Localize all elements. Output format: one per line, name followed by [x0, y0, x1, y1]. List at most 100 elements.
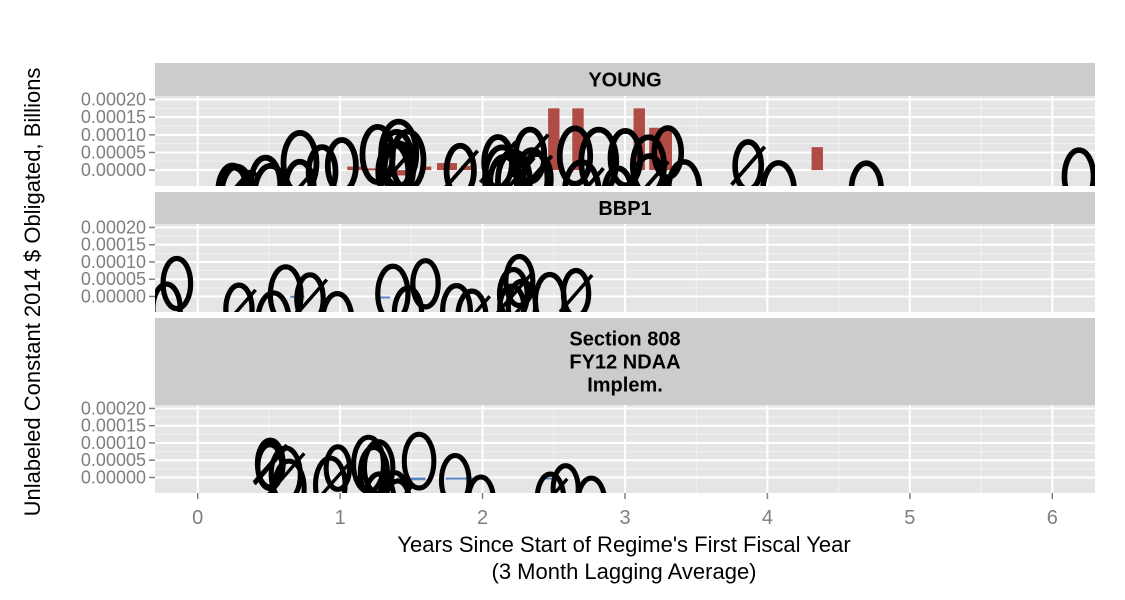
overplot-glyph [324, 137, 359, 186]
overplot-glyph [498, 160, 525, 186]
bar [461, 165, 476, 171]
axes-layer: 0.000000.000050.000100.000150.000200.000… [81, 90, 1058, 529]
overplot-glyph [730, 145, 767, 186]
facet-strip-1 [155, 192, 1095, 224]
overplot-glyph [305, 144, 339, 186]
overplot-cluster-1 [651, 125, 1095, 186]
overplot-glyph [552, 477, 569, 493]
overplot-glyph [644, 160, 670, 186]
overplot-glyph [254, 437, 286, 490]
overplot-glyph [443, 142, 477, 186]
y-tick-label: 0.00010 [81, 125, 146, 145]
overplot-glyph [848, 160, 884, 186]
facet-strip-2 [155, 318, 1095, 405]
overplot-glyph [401, 431, 437, 491]
overplot-glyph [466, 474, 496, 493]
overplot-glyph [239, 171, 255, 186]
bar [811, 147, 823, 171]
bar [361, 168, 376, 171]
y-tick-label: 0.00005 [81, 450, 146, 470]
overplot-glyph [357, 444, 390, 493]
x-tick-label: 5 [904, 507, 915, 529]
x-tick-label: 0 [192, 507, 203, 529]
overplot-glyph [1061, 147, 1095, 186]
overplot-cluster-0 [215, 118, 670, 186]
bar [393, 170, 415, 176]
y-tick-label: 0.00010 [81, 252, 146, 272]
bar [548, 108, 560, 171]
x-axis-title-line1: Years Since Start of Regime's First Fisc… [397, 532, 850, 557]
bar [445, 477, 477, 480]
y-tick-label: 0.00005 [81, 269, 146, 289]
overplot-glyph [155, 281, 183, 312]
overplot-cluster-3 [252, 431, 607, 493]
facet-strip-label: Implem. [587, 375, 663, 397]
facet-strip-label: Section 808 [569, 329, 680, 351]
overplot-glyph [252, 443, 288, 484]
overplot-glyph [223, 282, 255, 312]
y-tick-label: 0.00020 [81, 217, 146, 237]
y-tick-label: 0.00010 [81, 433, 146, 453]
x-tick-label: 1 [335, 507, 346, 529]
overplot-glyph [384, 478, 411, 493]
y-tick-label: 0.00015 [81, 416, 146, 436]
overplot-glyph [585, 167, 605, 186]
overplot-cluster-2 [155, 253, 594, 312]
overplot-glyph [267, 264, 304, 312]
overplot-glyph [455, 288, 489, 312]
overplot-glyph [256, 290, 291, 312]
overplot-glyph [296, 278, 329, 312]
overplot-glyph [375, 263, 411, 312]
overplot-glyph [323, 444, 353, 492]
overplot-glyph [556, 125, 594, 186]
y-tick-label: 0.00000 [81, 467, 146, 487]
bar [540, 477, 553, 480]
overplot-glyph [283, 158, 317, 186]
bar [375, 296, 390, 299]
overplot-glyph [440, 282, 473, 312]
overplot-glyph [576, 475, 607, 493]
x-tick-label: 3 [619, 507, 630, 529]
x-tick-label: 2 [477, 507, 488, 529]
overplot-glyph [558, 273, 594, 312]
facet-strip-label: FY12 NDAA [569, 352, 680, 374]
y-axis-title: Unlabeled Constant 2014 $ Obligated, Bil… [20, 68, 45, 517]
facet-strip-label: YOUNG [588, 70, 661, 92]
overplot-glyph [760, 160, 797, 186]
y-tick-label: 0.00005 [81, 142, 146, 162]
y-tick-label: 0.00015 [81, 107, 146, 127]
y-tick-label: 0.00020 [81, 90, 146, 110]
overplot-glyph [320, 291, 354, 312]
y-tick-label: 0.00015 [81, 235, 146, 255]
overplot-glyph [280, 129, 320, 186]
overplot-glyph [732, 139, 765, 186]
bar [572, 108, 584, 171]
overplot-glyph [410, 258, 441, 310]
facet-strip-label: BBP1 [598, 198, 651, 220]
overplot-glyph [550, 463, 581, 493]
overplot-glyph [506, 156, 536, 186]
overplotted-labels-layer [155, 118, 1095, 493]
y-tick-label: 0.00020 [81, 398, 146, 418]
overplot-glyph [665, 159, 703, 186]
overplot-glyph [503, 253, 536, 309]
overplot-glyph [294, 272, 326, 312]
overplot-glyph [438, 452, 472, 493]
overplot-glyph [631, 153, 668, 186]
overplot-glyph [381, 140, 417, 186]
overplot-glyph [233, 288, 257, 312]
overplot-glyph [362, 471, 396, 493]
y-tick-label: 0.00000 [81, 286, 146, 306]
y-tick-label: 0.00000 [81, 160, 146, 180]
overplot-glyph [252, 162, 289, 186]
overplot-glyph [359, 123, 396, 185]
overplot-glyph [560, 267, 592, 312]
x-tick-label: 4 [762, 507, 773, 529]
facet-strip-0 [155, 63, 1095, 96]
x-axis-title-line2: (3 Month Lagging Average) [492, 559, 757, 584]
overplot-glyph [495, 149, 533, 186]
overplot-glyph [444, 149, 480, 186]
overplot-glyph [535, 471, 566, 493]
overplot-glyph [215, 164, 251, 186]
